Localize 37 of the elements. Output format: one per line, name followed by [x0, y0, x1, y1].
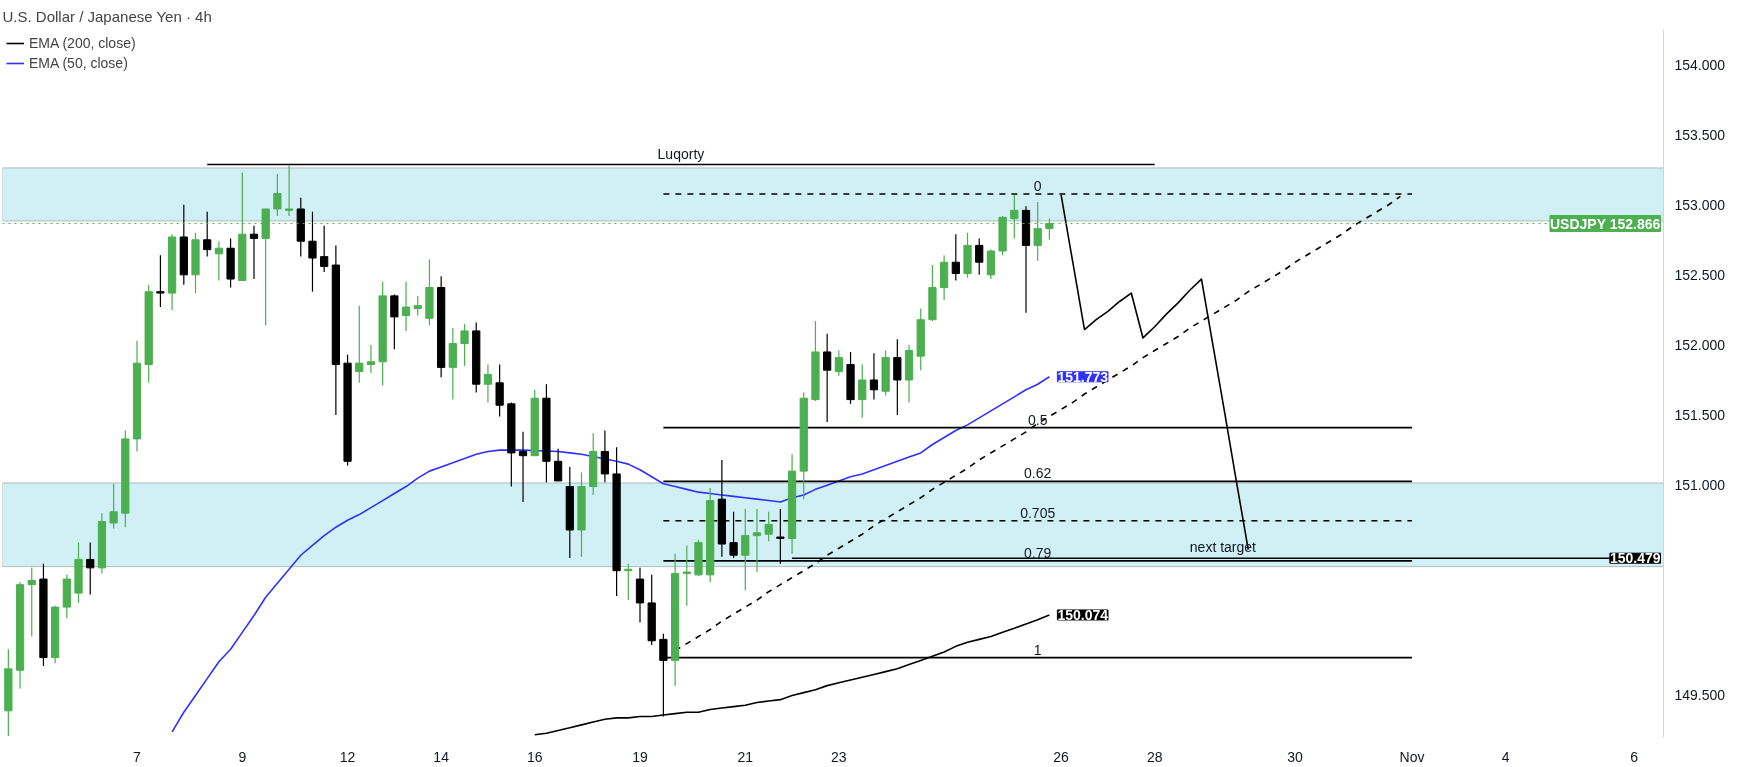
series-label: 0.705	[1020, 504, 1056, 521]
series-label: 0.5	[1027, 411, 1048, 428]
x-tick-label: 14	[433, 748, 450, 765]
series-label: 0.79	[1024, 544, 1052, 561]
y-tick-label: 152.000	[1674, 336, 1726, 353]
series-label: next target	[1189, 539, 1257, 556]
y-tick-label: 152.500	[1674, 266, 1726, 283]
x-tick-label: 21	[737, 748, 754, 765]
legend-label: EMA (200, close)	[29, 35, 136, 51]
x-tick-label: 9	[238, 748, 247, 765]
x-tick-label: 4	[1501, 748, 1510, 765]
x-tick-label: 30	[1287, 748, 1304, 765]
data-label: 150.074	[1057, 606, 1109, 623]
x-tick-label: 7	[133, 748, 142, 765]
y-tick-label: 153.000	[1674, 196, 1726, 213]
legend-label: EMA (50, close)	[29, 55, 128, 71]
x-tick-label: 23	[831, 748, 847, 765]
chart-title: U.S. Dollar / Japanese Yen · 4h	[2, 7, 212, 25]
x-tick-label: Nov	[1399, 748, 1425, 765]
y-tick-label: 149.500	[1674, 687, 1726, 704]
y-tick-label: 151.000	[1674, 477, 1726, 494]
y-tick-label: 153.500	[1674, 126, 1726, 143]
x-tick-label: 26	[1053, 748, 1070, 765]
series-label: 0	[1033, 177, 1042, 194]
data-label: 151.773	[1057, 368, 1109, 385]
x-tick-label: 12	[339, 748, 356, 765]
series-label: 0.62	[1024, 465, 1052, 482]
y-tick-label: 154.000	[1674, 56, 1726, 73]
x-tick-label: 16	[526, 748, 543, 765]
x-tick-label: 6	[1630, 748, 1639, 765]
data-label: 150.479	[1609, 550, 1661, 567]
ref-line-label: USDJPY 152.866	[1549, 215, 1661, 232]
series-label: 1	[1033, 641, 1042, 658]
x-tick-label: 28	[1146, 748, 1163, 765]
y-tick-label: 151.500	[1674, 407, 1726, 424]
x-tick-label: 19	[632, 748, 648, 765]
series-label: Luqorty	[657, 145, 705, 162]
